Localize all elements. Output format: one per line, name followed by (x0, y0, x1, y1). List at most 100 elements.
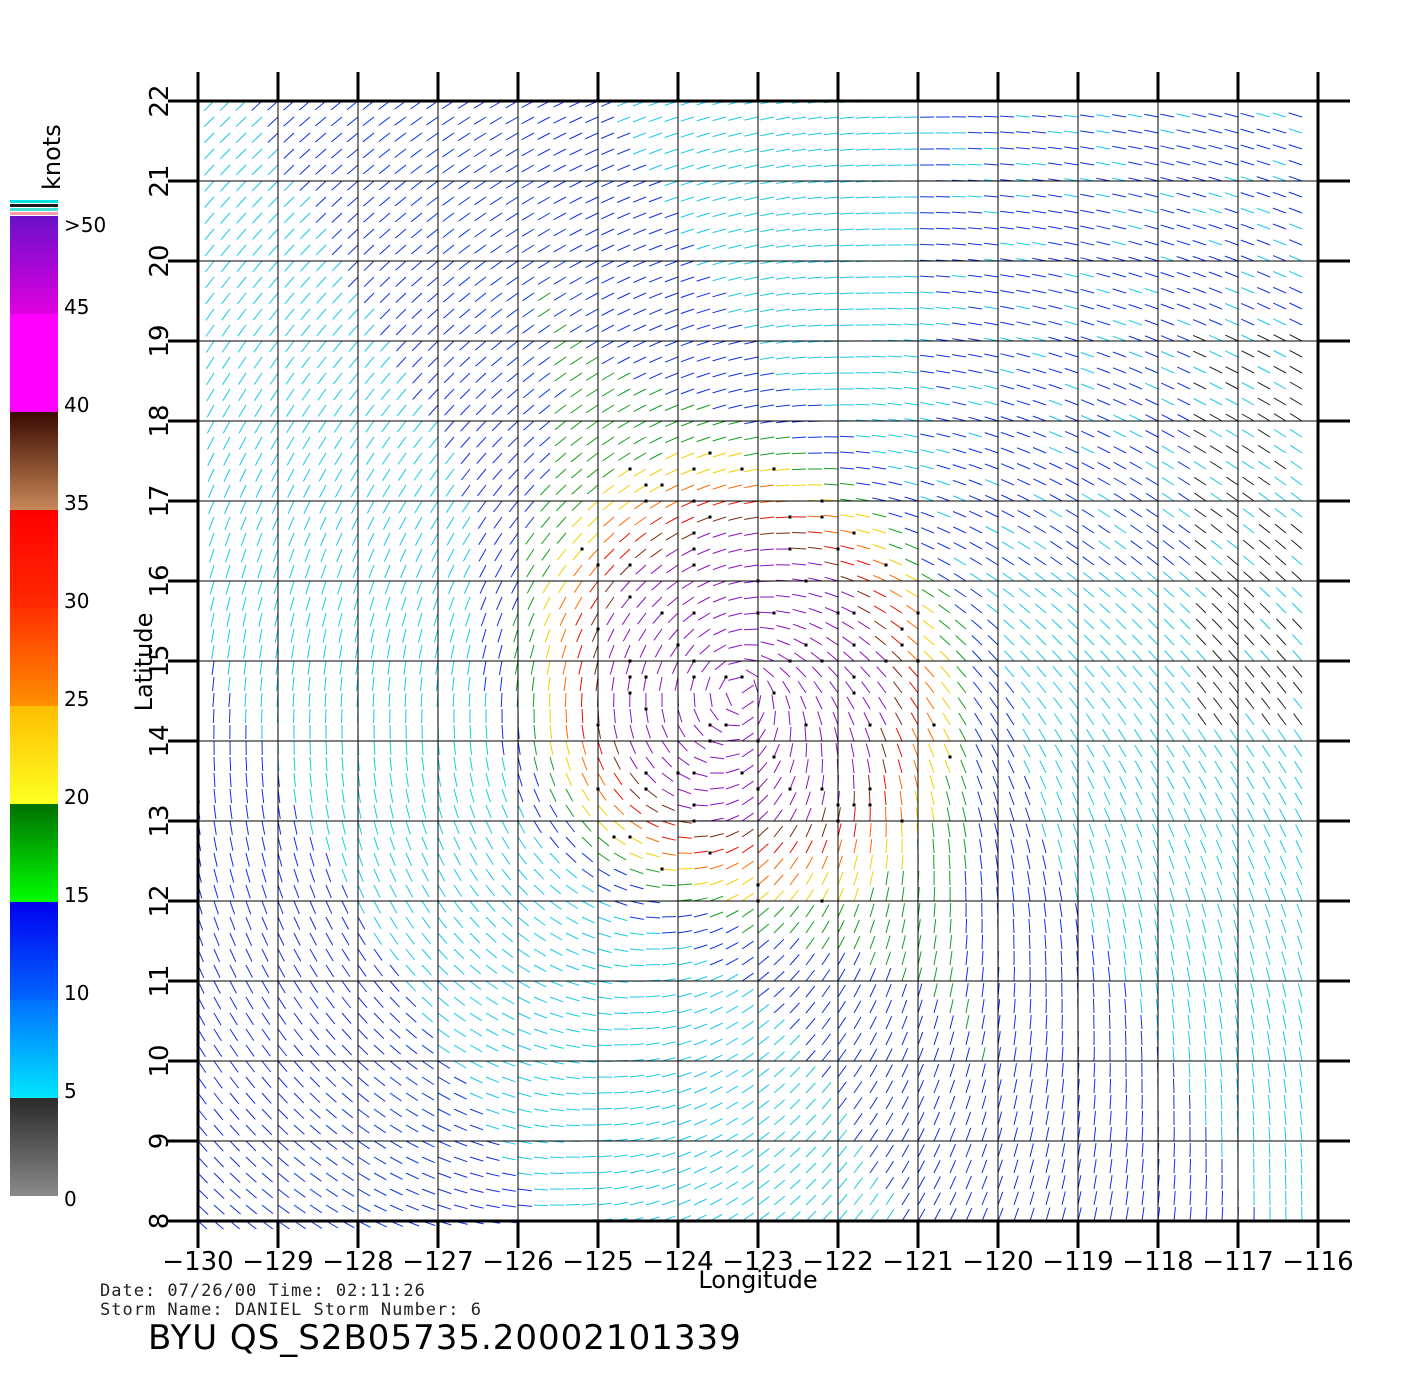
wind-barb (953, 557, 967, 566)
wind-barb (309, 708, 311, 724)
wind-barb (320, 564, 327, 579)
wind-barb (744, 564, 759, 568)
wind-barb (627, 676, 631, 691)
wind-barb (677, 1119, 692, 1126)
wind-barb (460, 452, 471, 465)
wind-barb (677, 740, 688, 752)
wind-barb (665, 532, 679, 541)
wind-barb (971, 619, 983, 630)
wind-barb (1033, 478, 1047, 486)
wind-barb (954, 619, 967, 630)
wind-barb (585, 180, 599, 188)
wind-barb (888, 512, 903, 518)
wind-barb (288, 548, 295, 563)
wind-barb (853, 1145, 863, 1158)
wind-barb (428, 388, 439, 400)
wind-barb (601, 196, 615, 204)
wind-barb (213, 1108, 224, 1121)
wind-barb (267, 164, 279, 176)
wind-barb (840, 545, 855, 550)
wind-barb (597, 996, 612, 1000)
wind-barb (581, 724, 585, 739)
rain-flag-marker (692, 563, 696, 567)
wind-barb (592, 644, 599, 659)
wind-barb (928, 743, 935, 758)
wind-barb (405, 1172, 419, 1180)
wind-barb (277, 1204, 290, 1214)
wind-barb (901, 1192, 910, 1206)
wind-barb (1048, 431, 1063, 438)
wind-barb (413, 452, 423, 465)
wind-barb (617, 404, 631, 413)
wind-barb (334, 452, 343, 466)
wind-barb (1144, 145, 1159, 150)
wind-barb (1059, 903, 1063, 918)
wind-barb (920, 449, 935, 454)
wind-barb (877, 681, 887, 694)
wind-barb (1208, 176, 1223, 182)
wind-barb (1060, 935, 1063, 950)
wind-barb (888, 559, 903, 566)
wind-barb (693, 1055, 708, 1062)
wind-barb (613, 804, 625, 816)
wind-barb (457, 132, 471, 142)
wind-barb (661, 1199, 676, 1206)
wind-barb (240, 532, 247, 547)
wind-barb (1246, 792, 1255, 806)
wind-barb (661, 724, 669, 739)
wind-barb (789, 743, 794, 758)
wind-barb (1061, 1127, 1065, 1142)
wind-barb (728, 580, 743, 585)
wind-barb (222, 420, 231, 434)
rain-flag-marker (692, 771, 696, 775)
wind-barb (650, 532, 663, 542)
wind-barb (1029, 1175, 1035, 1190)
wind-barb (696, 516, 711, 523)
wind-barb (805, 888, 814, 902)
wind-barb (1172, 1046, 1175, 1062)
wind-barb (1208, 192, 1223, 198)
wind-barb (917, 1063, 924, 1078)
wind-barb (805, 1114, 817, 1126)
wind-barb (497, 628, 503, 643)
wind-barb (1192, 319, 1207, 326)
wind-barb (951, 227, 967, 230)
wind-barb (1188, 1062, 1191, 1078)
wind-barb (990, 728, 999, 742)
wind-barb (1096, 336, 1111, 342)
wind-barb (533, 1028, 548, 1035)
wind-barb (920, 323, 935, 326)
wind-barb (501, 1188, 516, 1192)
wind-barb (1257, 429, 1271, 438)
wind-barb (997, 1111, 1003, 1126)
wind-barb (1048, 130, 1063, 134)
wind-barb (981, 1175, 988, 1190)
wind-barb (760, 244, 775, 249)
wind-barb (671, 660, 679, 675)
wind-barb (1061, 1030, 1064, 1046)
wind-barb (855, 228, 871, 231)
wind-barb (629, 1043, 644, 1046)
wind-barb (709, 740, 724, 746)
wind-barb (815, 696, 823, 710)
wind-barb (789, 759, 795, 774)
wind-barb (309, 804, 314, 819)
wind-barb (1105, 871, 1111, 886)
wind-barb (549, 740, 554, 755)
wind-barb (492, 468, 503, 480)
wind-barb (936, 322, 951, 326)
wind-barb (284, 308, 295, 321)
wind-barb (261, 836, 266, 851)
wind-barb (283, 132, 295, 143)
wind-barb (1029, 1063, 1033, 1078)
wind-barb (448, 596, 455, 611)
wind-barb (207, 436, 215, 450)
wind-barb (245, 1092, 256, 1105)
wind-barb (1154, 919, 1159, 934)
wind-barb (253, 356, 263, 369)
wind-barb (1104, 839, 1111, 854)
wind-barb (853, 952, 861, 966)
wind-barb (933, 919, 937, 934)
wind-barb (204, 164, 215, 176)
wind-barb (1248, 887, 1255, 902)
